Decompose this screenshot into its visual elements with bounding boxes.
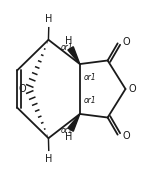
Text: or1: or1: [84, 96, 96, 105]
Text: H: H: [46, 14, 53, 24]
Text: O: O: [128, 84, 136, 94]
Text: H: H: [66, 132, 73, 142]
Text: O: O: [122, 37, 130, 47]
Polygon shape: [68, 114, 80, 131]
Text: or1: or1: [61, 126, 73, 135]
Text: O: O: [19, 84, 27, 94]
Text: or1: or1: [84, 73, 96, 82]
Text: O: O: [122, 131, 130, 141]
Text: or1: or1: [61, 43, 73, 52]
Text: H: H: [66, 36, 73, 46]
Polygon shape: [68, 47, 80, 64]
Text: H: H: [46, 154, 53, 164]
